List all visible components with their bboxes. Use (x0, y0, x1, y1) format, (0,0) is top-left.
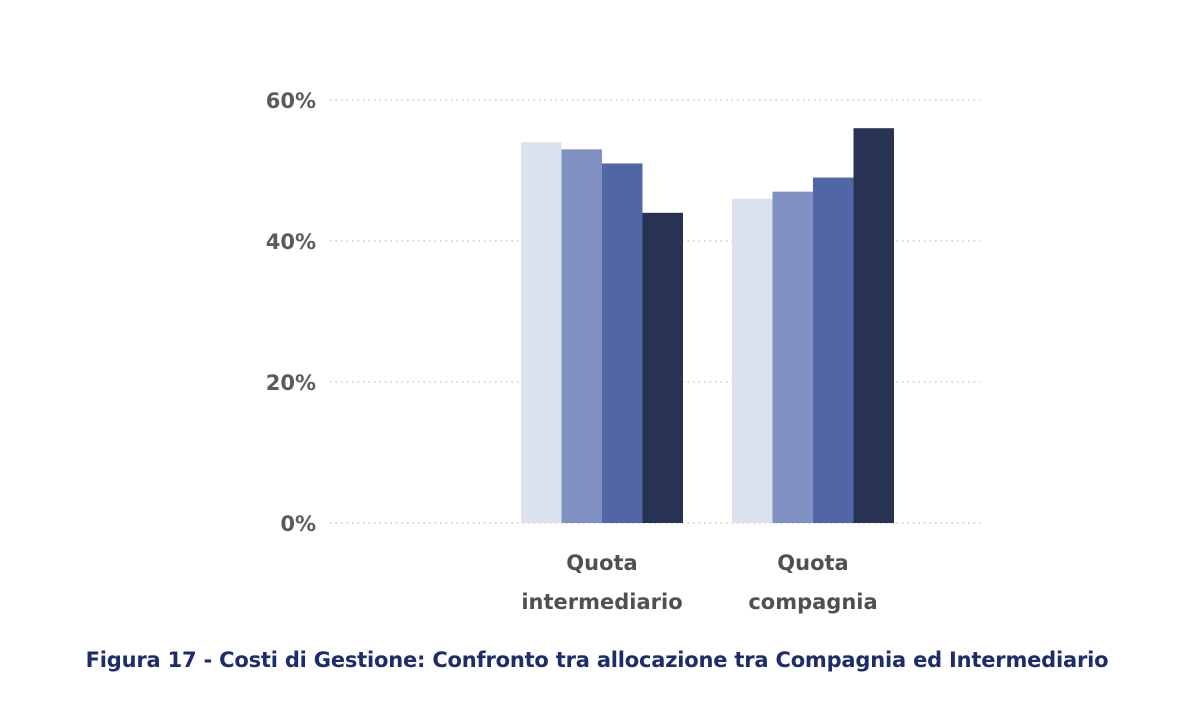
bar (732, 198, 773, 523)
y-tick-label: 20% (266, 371, 316, 395)
x-axis-ticks: Quota intermediario Quota compagnia (521, 551, 877, 614)
bar-chart: 0% 20% 40% 60% Quota intermediario Quota compa… (266, 89, 980, 614)
x-tick-label: compagnia (748, 590, 877, 614)
bar (521, 142, 562, 524)
bars (521, 128, 894, 524)
figure-caption: Figura 17 - Costi di Gestione: Confronto… (85, 648, 1109, 672)
bar (642, 212, 683, 524)
x-tick-label: Quota (566, 551, 637, 575)
bar (813, 177, 854, 524)
x-tick-label: intermediario (521, 590, 682, 614)
bar (853, 128, 894, 523)
x-tick-label: Quota (777, 551, 848, 575)
bar (602, 163, 643, 523)
y-tick-label: 40% (266, 230, 316, 254)
y-tick-label: 0% (280, 512, 316, 536)
y-tick-label: 60% (266, 89, 316, 113)
bar (561, 149, 602, 523)
bar (772, 191, 813, 523)
y-axis-ticks: 0% 20% 40% 60% (266, 89, 316, 536)
